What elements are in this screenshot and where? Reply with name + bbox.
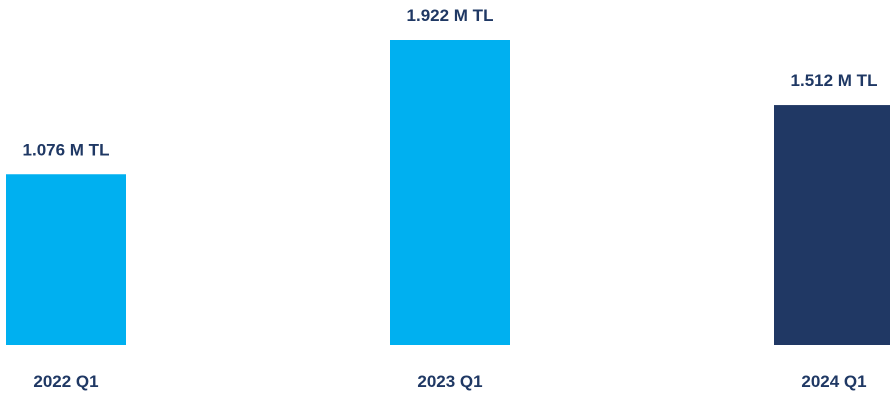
- value-label: 1.512 M TL: [791, 71, 878, 90]
- category-labels-group: 2022 Q1 2023 Q1 2024 Q1: [33, 372, 866, 391]
- value-label: 1.922 M TL: [407, 6, 494, 25]
- bar-2024-q1: [774, 105, 890, 345]
- category-label: 2022 Q1: [33, 372, 98, 391]
- category-label: 2023 Q1: [417, 372, 482, 391]
- bar-2022-q1: [6, 174, 126, 345]
- category-label: 2024 Q1: [801, 372, 866, 391]
- value-label: 1.076 M TL: [23, 140, 110, 159]
- bars-group: [6, 40, 890, 345]
- value-labels-group: 1.076 M TL 1.922 M TL 1.512 M TL: [23, 6, 878, 159]
- bar-2023-q1: [390, 40, 510, 345]
